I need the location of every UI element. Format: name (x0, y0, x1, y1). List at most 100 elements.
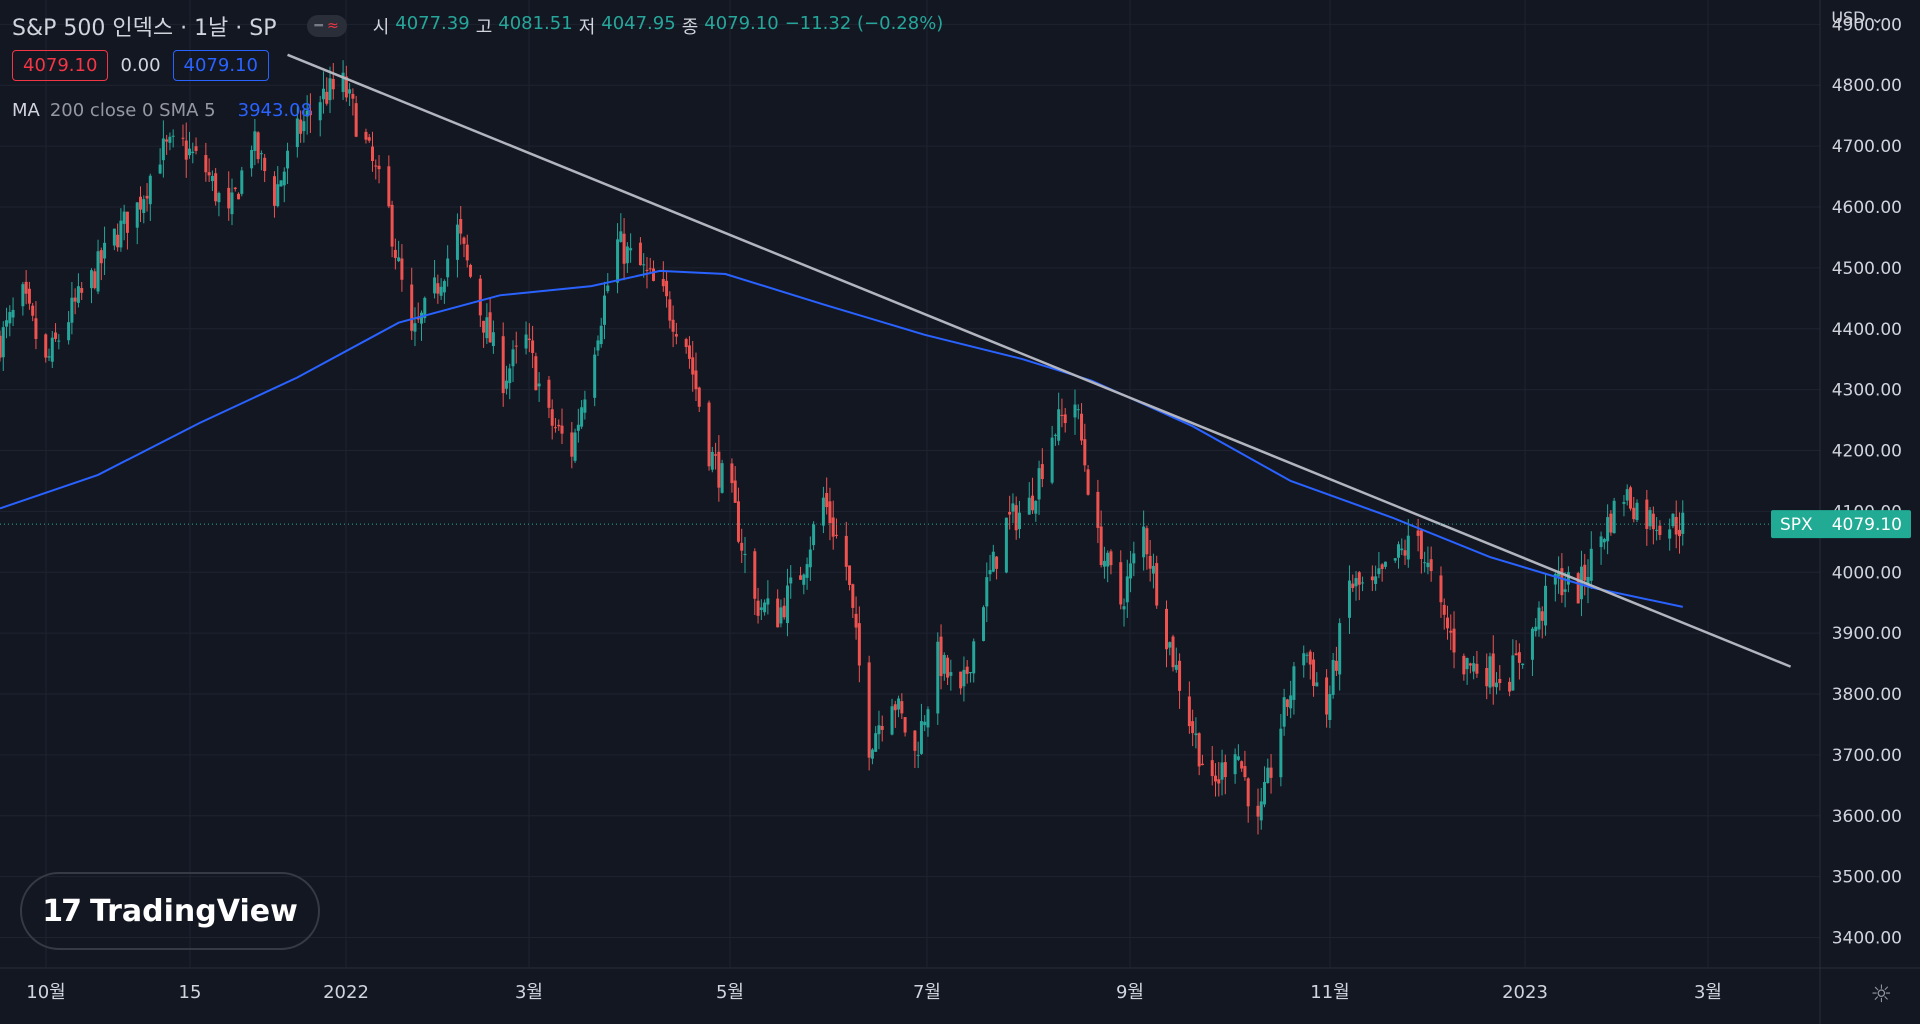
candle-body (625, 246, 629, 264)
candle-body (194, 146, 198, 151)
price-tick-label: 3900.00 (1832, 624, 1902, 644)
candle-body (665, 280, 669, 297)
candle-body (263, 157, 267, 172)
candle-body (99, 250, 103, 264)
indicator-legend[interactable]: MA 200 close 0 SMA 5 3943.08 (12, 100, 312, 121)
candle-body (1200, 763, 1204, 766)
minus-icon[interactable]: ━ (314, 18, 323, 34)
logo-wordmark: TradingView (89, 893, 298, 929)
candle-body (1416, 530, 1420, 536)
candle-body (341, 72, 345, 93)
candle-body (1648, 510, 1652, 527)
candle-body (1334, 660, 1338, 671)
candle-body (1563, 589, 1567, 592)
candle-body (596, 340, 600, 351)
candle-body (808, 549, 812, 568)
candle-body (648, 268, 652, 270)
candle-body (370, 146, 374, 162)
candle-body (537, 383, 541, 387)
candle-body (54, 332, 58, 339)
candle-body (1151, 565, 1155, 574)
candle-body (995, 556, 999, 569)
wave-icon[interactable]: ≈ (326, 18, 339, 34)
buy-button[interactable]: 4079.10 (172, 50, 269, 81)
candle-body (1357, 572, 1361, 585)
candle-body (148, 175, 152, 205)
candle-body (1004, 517, 1008, 573)
candle-body (354, 103, 358, 137)
candle-body (27, 288, 31, 304)
candle-body (70, 297, 74, 323)
candle-body (511, 349, 515, 367)
candle-body (1602, 538, 1606, 543)
candle-body (455, 224, 459, 260)
candle-body (1017, 512, 1021, 530)
candle-body (557, 424, 561, 427)
candle-body (1472, 663, 1476, 672)
candle-body (80, 288, 84, 293)
candle-body (207, 172, 211, 176)
time-tick-label: 2023 (1502, 982, 1548, 1003)
candle-body (697, 387, 701, 407)
candle-body (759, 607, 763, 610)
candle-body (1338, 623, 1342, 675)
indicator-name: MA (12, 100, 40, 121)
candle-body (168, 136, 172, 143)
candle-body (1279, 728, 1283, 778)
candle-body (1142, 526, 1146, 558)
symbol-title[interactable]: S&P 500 인덱스 · 1날 · SP (12, 16, 277, 41)
candle-body (374, 165, 378, 167)
candle-body (1034, 500, 1038, 514)
settings-icon[interactable]: ☼ (1870, 980, 1892, 1008)
candle-body (642, 264, 646, 266)
candle-body (1312, 659, 1316, 686)
candle-body (1579, 566, 1583, 600)
candle-body (514, 345, 518, 347)
candle-body (717, 451, 721, 488)
candle-body (965, 666, 969, 674)
candle-body (1475, 663, 1479, 674)
candle-body (181, 137, 185, 139)
candle-body (916, 754, 920, 756)
candle-body (890, 706, 894, 735)
candle-body (1125, 576, 1129, 603)
candle-body (616, 239, 620, 283)
candle-body (420, 312, 424, 324)
candle-body (857, 623, 861, 666)
candle-body (504, 380, 508, 389)
candle-body (1566, 572, 1570, 585)
candle-body (302, 121, 306, 132)
candle-body (1194, 733, 1198, 736)
candle-body (968, 672, 972, 674)
candle-body (233, 187, 237, 190)
currency-selector[interactable]: USD ⌄ (1831, 8, 1884, 27)
price-tick-label: 3400.00 (1832, 929, 1902, 949)
candle-body (1419, 530, 1423, 559)
candle-body (743, 553, 747, 555)
series-toggle[interactable]: ━ ≈ (306, 15, 347, 37)
candle-body (410, 284, 414, 331)
candle-body (1240, 761, 1244, 769)
candle-body (580, 407, 584, 427)
time-tick-label: 10월 (26, 982, 65, 1003)
candle-body (1491, 653, 1495, 687)
candle-body (1027, 497, 1031, 515)
sell-button[interactable]: 4079.10 (12, 50, 109, 81)
candle-body (1263, 781, 1267, 805)
candle-body (1308, 651, 1312, 665)
candle-body (135, 202, 139, 228)
candle-body (184, 140, 188, 160)
candle-body (1302, 653, 1306, 666)
tradingview-logo[interactable]: 17 TradingView (20, 872, 320, 950)
candle-body (76, 286, 80, 303)
candle-body (482, 320, 486, 333)
candle-body (227, 187, 231, 209)
candle-body (1393, 558, 1397, 561)
candle-body (730, 463, 734, 484)
trendline (287, 53, 1792, 668)
price-tick-label: 4200.00 (1832, 442, 1902, 462)
ma-line (0, 269, 1684, 608)
candle-body (1651, 513, 1655, 530)
candle-body (1560, 568, 1564, 596)
